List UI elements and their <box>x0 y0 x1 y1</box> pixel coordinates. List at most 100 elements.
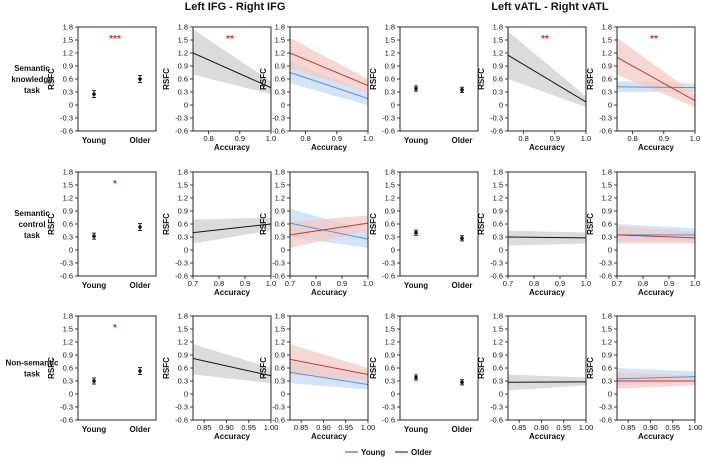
y-tick-label: 0.9 <box>602 62 612 71</box>
row-label-0-0: Semantic <box>14 64 50 73</box>
y-tick-label: 1.5 <box>602 36 612 45</box>
x-category-label: Older <box>130 281 151 290</box>
y-tick-label: 1.5 <box>493 325 503 334</box>
y-tick-label: -0.3 <box>175 403 188 412</box>
legend: Young Older <box>345 448 432 457</box>
y-axis-label: RSFC <box>47 68 56 90</box>
y-tick-label: 0.9 <box>602 207 612 216</box>
axes-frame <box>78 316 156 420</box>
y-tick-label: 0 <box>69 246 73 255</box>
y-tick-label: 1.2 <box>63 338 73 347</box>
y-tick-label: 1.8 <box>493 312 503 321</box>
x-tick-label: 0.8 <box>638 279 648 288</box>
y-tick-label: 0.3 <box>493 88 503 97</box>
y-axis-label: RSFC <box>259 357 268 379</box>
y-tick-label: 0 <box>69 390 73 399</box>
plot-area <box>290 344 368 390</box>
y-axis-label: RSFC <box>369 213 378 235</box>
y-tick-label: -0.6 <box>175 272 188 281</box>
y-tick-label: 0 <box>281 390 285 399</box>
y-tick-label: 0.3 <box>275 88 285 97</box>
y-tick-label: 1.5 <box>385 36 395 45</box>
y-axis-label: RSFC <box>259 213 268 235</box>
x-tick-label: 0.90 <box>534 423 549 432</box>
mean-point <box>92 92 96 96</box>
y-tick-label: 0.9 <box>178 351 188 360</box>
row-label-1-0: Semantic <box>14 209 50 218</box>
row-label-1-1: control <box>18 220 45 229</box>
legend-older-label: Older <box>411 448 432 457</box>
y-tick-label: 0 <box>184 390 188 399</box>
y-tick-label: 1.8 <box>385 23 395 32</box>
x-category-label: Older <box>452 136 473 145</box>
x-axis-label: Accuracy <box>529 143 566 152</box>
x-tick-label: 0.95 <box>241 423 256 432</box>
x-axis-label: Accuracy <box>529 288 566 297</box>
y-tick-label: 1.2 <box>385 49 395 58</box>
y-tick-label: -0.3 <box>599 403 612 412</box>
plot-area <box>617 38 695 107</box>
y-axis-label: RSFC <box>586 213 595 235</box>
y-tick-label: -0.6 <box>599 416 612 425</box>
x-axis-label: Accuracy <box>214 288 251 297</box>
y-tick-label: -0.3 <box>382 114 395 123</box>
y-tick-label: -0.6 <box>175 416 188 425</box>
y-tick-label: 1.8 <box>178 312 188 321</box>
y-tick-label: 1.5 <box>385 181 395 190</box>
y-tick-label: 1.5 <box>275 181 285 190</box>
x-axis-label: Accuracy <box>638 288 675 297</box>
y-tick-label: 1.5 <box>63 36 73 45</box>
y-tick-label: 0.6 <box>63 364 73 373</box>
y-axis-label: RSFC <box>586 68 595 90</box>
x-tick-label: 0.9 <box>235 134 245 143</box>
x-tick-label: 0.7 <box>503 279 513 288</box>
y-tick-label: 0.6 <box>493 364 503 373</box>
y-tick-label: 1.8 <box>178 23 188 32</box>
y-tick-label: -0.6 <box>490 416 503 425</box>
y-tick-label: -0.6 <box>60 416 73 425</box>
significance-marker: ** <box>650 34 658 45</box>
x-tick-label: 0.95 <box>556 423 571 432</box>
y-tick-label: 1.8 <box>275 312 285 321</box>
y-tick-label: 0.3 <box>178 88 188 97</box>
y-tick-label: 1.5 <box>602 181 612 190</box>
y-tick-label: 0.3 <box>385 233 395 242</box>
y-tick-label: 0.3 <box>63 377 73 386</box>
legend-young-label: Young <box>361 448 385 457</box>
y-axis-label: RSFC <box>477 357 486 379</box>
y-tick-label: 1.8 <box>63 168 73 177</box>
x-tick-label: 0.90 <box>219 423 234 432</box>
axes-frame <box>400 27 478 131</box>
y-tick-label: 1.2 <box>63 194 73 203</box>
y-tick-label: 1.8 <box>385 168 395 177</box>
row-label-1-2: task <box>24 231 41 240</box>
y-tick-label: 1.5 <box>178 36 188 45</box>
y-tick-label: 1.2 <box>385 194 395 203</box>
row-label-0-2: task <box>24 86 41 95</box>
axes-frame <box>508 172 586 276</box>
axes-frame <box>508 316 586 420</box>
y-tick-label: 0.6 <box>385 220 395 229</box>
y-tick-label: 0.3 <box>385 377 395 386</box>
mean-point <box>92 379 96 383</box>
y-tick-label: 1.5 <box>385 325 395 334</box>
x-axis-label: Accuracy <box>214 432 251 441</box>
y-tick-label: -0.3 <box>490 114 503 123</box>
y-tick-label: -0.3 <box>60 114 73 123</box>
y-tick-label: 1.8 <box>275 23 285 32</box>
y-tick-label: 0.9 <box>385 351 395 360</box>
x-tick-label: 0.9 <box>659 134 669 143</box>
y-tick-label: 0 <box>608 101 612 110</box>
significance-marker: ** <box>226 34 234 45</box>
x-axis-label: Accuracy <box>638 432 675 441</box>
mean-point <box>138 225 142 229</box>
y-tick-label: 0.6 <box>63 220 73 229</box>
y-tick-label: 1.5 <box>275 36 285 45</box>
y-tick-label: 1.2 <box>493 49 503 58</box>
significance-marker: * <box>113 323 117 334</box>
x-tick-label: 0.7 <box>612 279 622 288</box>
